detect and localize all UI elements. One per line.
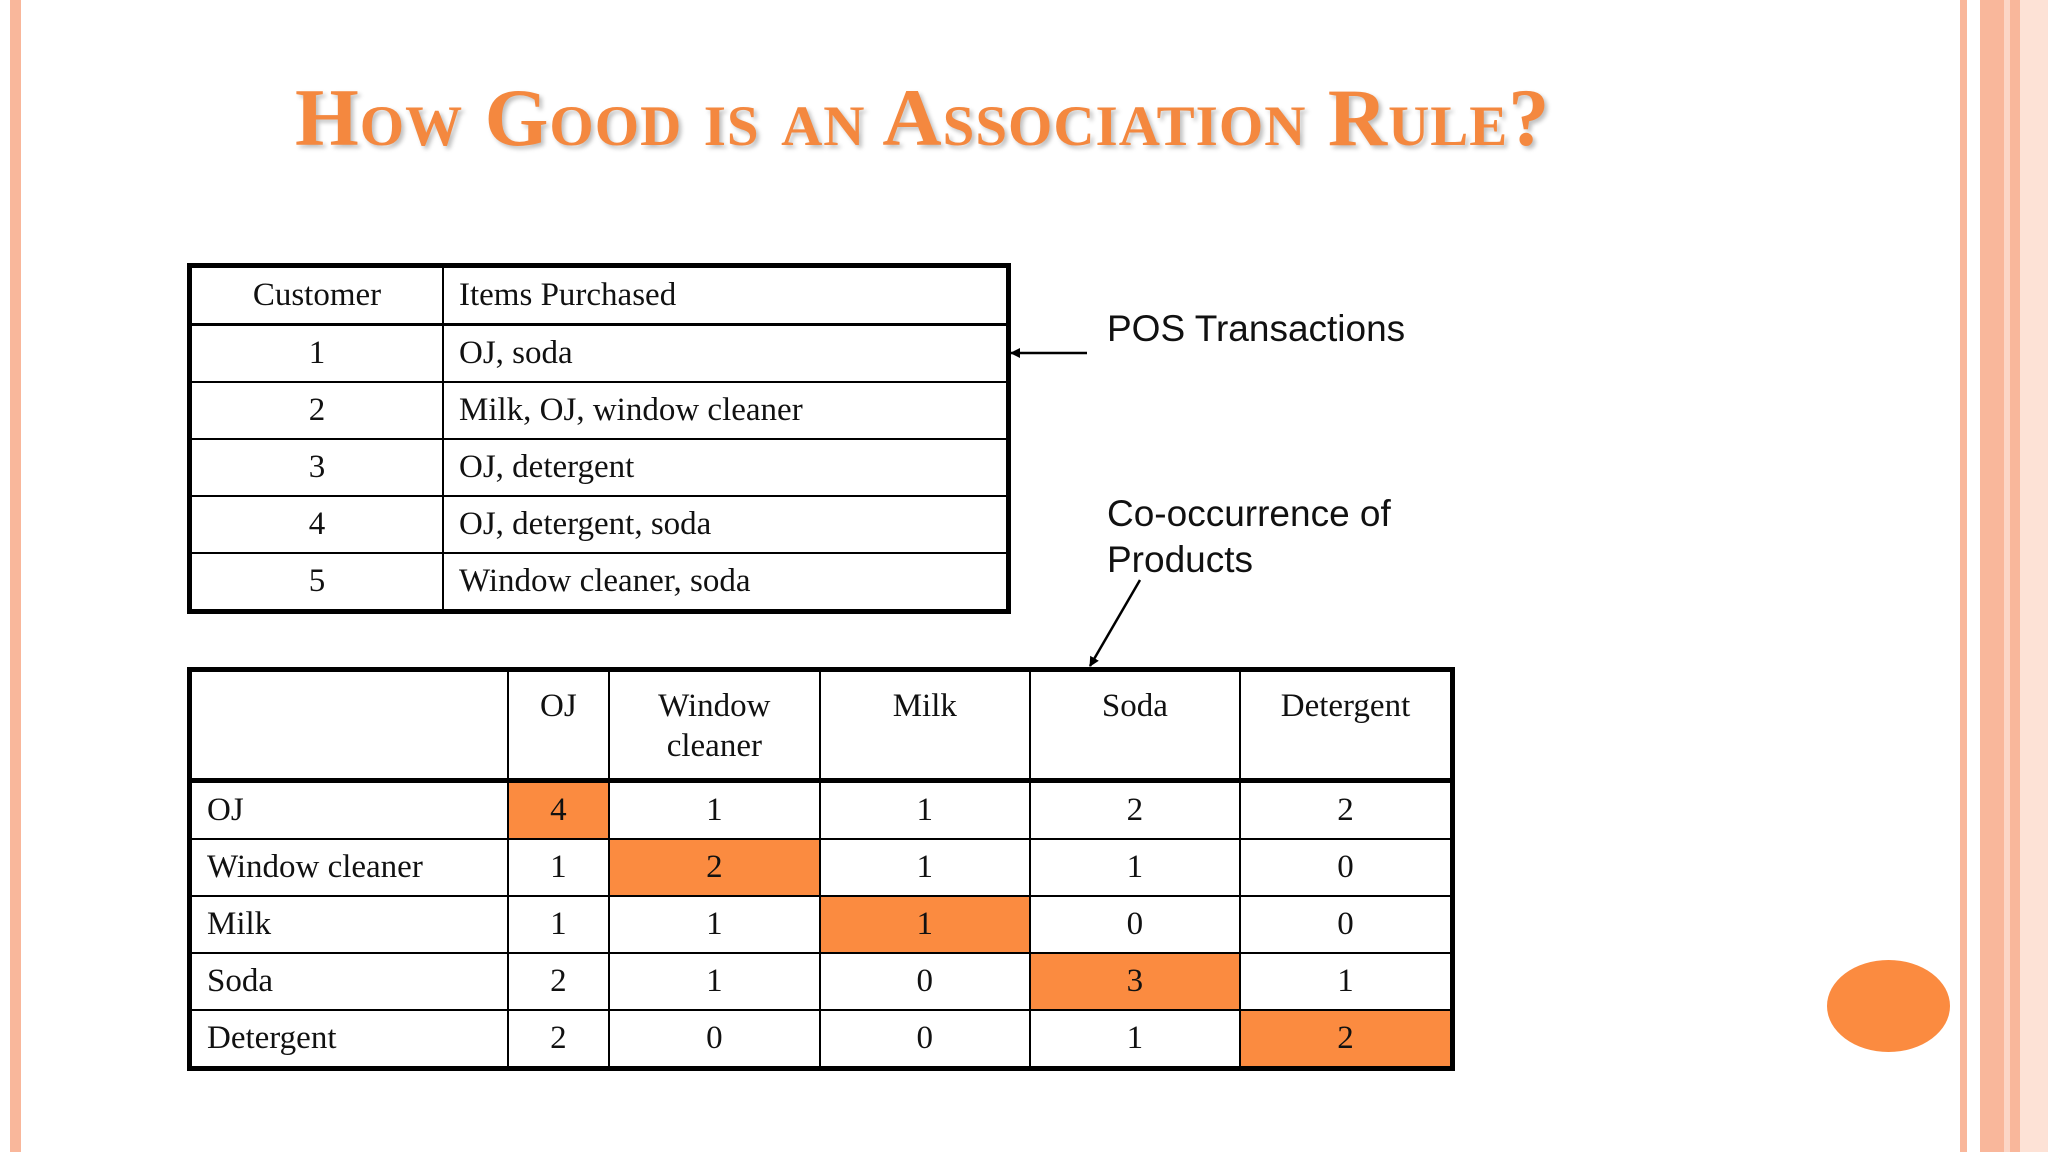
table-cell: 1 bbox=[1239, 952, 1454, 1011]
row-label: OJ bbox=[188, 779, 509, 840]
table-cell: 0 bbox=[1028, 895, 1242, 954]
table-row: Soda 2 1 0 3 1 bbox=[188, 952, 1454, 1011]
table-cell: 1 bbox=[607, 779, 821, 840]
table-cell: 2 bbox=[607, 838, 821, 897]
table-row: 5 Window cleaner, soda bbox=[188, 552, 1010, 613]
items-purchased: Milk, OJ, window cleaner bbox=[442, 381, 1010, 440]
items-purchased: Window cleaner, soda bbox=[442, 552, 1010, 613]
cooccurrence-table: OJ Window cleaner Milk Soda Detergent OJ … bbox=[187, 667, 1455, 1071]
col-header-soda: Soda bbox=[1028, 668, 1242, 783]
row-label: Window cleaner bbox=[188, 838, 509, 897]
customer-id: 2 bbox=[188, 381, 444, 440]
corner-cell bbox=[188, 668, 509, 783]
items-purchased: OJ, detergent, soda bbox=[442, 495, 1010, 554]
customer-id: 5 bbox=[188, 552, 444, 613]
table-cell: 2 bbox=[1028, 779, 1242, 840]
header-customer: Customer bbox=[188, 264, 444, 326]
table-cell: 1 bbox=[1028, 1009, 1242, 1070]
row-label: Soda bbox=[188, 952, 509, 1011]
items-purchased: OJ, soda bbox=[442, 323, 1010, 383]
table-row: 4 OJ, detergent, soda bbox=[188, 495, 1010, 554]
customer-id: 3 bbox=[188, 438, 444, 497]
col-header-detergent: Detergent bbox=[1239, 668, 1454, 783]
table-cell: 2 bbox=[1239, 1009, 1454, 1070]
col-header-window-cleaner: Window cleaner bbox=[607, 668, 821, 783]
table-cell: 1 bbox=[506, 838, 610, 897]
table-row: Window cleaner 1 2 1 1 0 bbox=[188, 838, 1454, 897]
table-row: Detergent 2 0 0 1 2 bbox=[188, 1009, 1454, 1070]
col-header-milk: Milk bbox=[818, 668, 1031, 783]
cooccurrence-label-line2: Products bbox=[1107, 539, 1254, 580]
table-cell: 2 bbox=[506, 952, 610, 1011]
pos-transactions-table: Customer Items Purchased 1 OJ, soda 2 Mi… bbox=[187, 263, 1011, 614]
table-row: 1 OJ, soda bbox=[188, 323, 1010, 383]
table-cell: 3 bbox=[1028, 952, 1242, 1011]
cooccurrence-arrow-icon bbox=[1088, 579, 1142, 667]
table-header-row: Customer Items Purchased bbox=[188, 264, 1010, 326]
table-cell: 0 bbox=[1239, 838, 1454, 897]
table-row: 2 Milk, OJ, window cleaner bbox=[188, 381, 1010, 440]
table-cell: 4 bbox=[506, 779, 610, 840]
table-cell: 1 bbox=[506, 895, 610, 954]
pos-transactions-label: POS Transactions bbox=[1107, 308, 1406, 349]
table-cell: 2 bbox=[506, 1009, 610, 1070]
decorative-orange-oval bbox=[1827, 960, 1950, 1052]
header-items-purchased: Items Purchased bbox=[442, 264, 1010, 326]
table-cell: 1 bbox=[607, 952, 821, 1011]
table-cell: 1 bbox=[818, 779, 1031, 840]
customer-id: 4 bbox=[188, 495, 444, 554]
row-label: Detergent bbox=[188, 1009, 509, 1070]
table-row: Milk 1 1 1 0 0 bbox=[188, 895, 1454, 954]
items-purchased: OJ, detergent bbox=[442, 438, 1010, 497]
table-cell: 1 bbox=[818, 838, 1031, 897]
table-cell: 0 bbox=[818, 1009, 1031, 1070]
table-cell: 1 bbox=[607, 895, 821, 954]
col-header-oj: OJ bbox=[506, 668, 610, 783]
slide-title: How Good is an Association Rule? bbox=[295, 72, 1551, 163]
table-header-row: OJ Window cleaner Milk Soda Detergent bbox=[188, 668, 1454, 783]
slide-border-left bbox=[10, 0, 21, 1152]
slide-border-right-outer bbox=[1980, 0, 2048, 1152]
table-cell: 2 bbox=[1239, 779, 1454, 840]
table-cell: 1 bbox=[1028, 838, 1242, 897]
customer-id: 1 bbox=[188, 323, 444, 383]
table-cell: 0 bbox=[607, 1009, 821, 1070]
table-row: OJ 4 1 1 2 2 bbox=[188, 779, 1454, 840]
row-label: Milk bbox=[188, 895, 509, 954]
table-cell: 1 bbox=[818, 895, 1031, 954]
table-cell: 0 bbox=[1239, 895, 1454, 954]
cooccurrence-label-line1: Co-occurrence of bbox=[1107, 493, 1391, 534]
table-row: 3 OJ, detergent bbox=[188, 438, 1010, 497]
slide-border-right-inner bbox=[1960, 0, 1967, 1152]
table-cell: 0 bbox=[818, 952, 1031, 1011]
